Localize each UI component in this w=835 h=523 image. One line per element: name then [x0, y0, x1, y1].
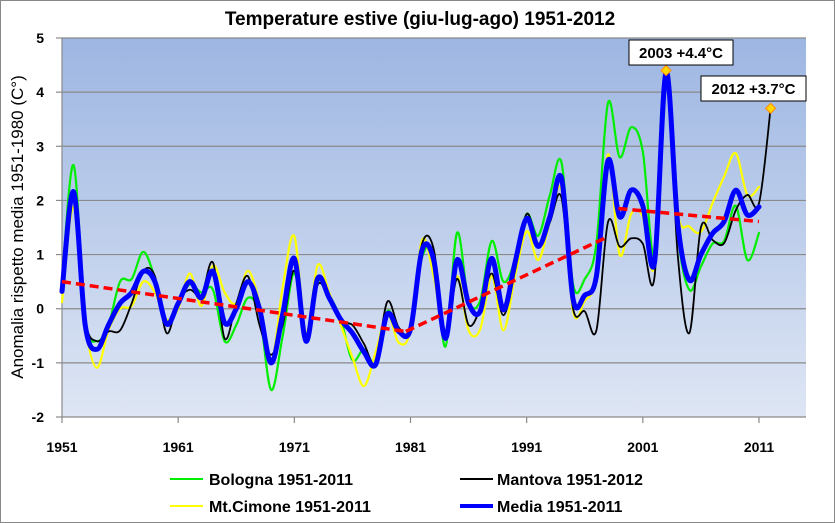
- legend-label: Mt.Cimone 1951-2011: [209, 499, 371, 516]
- series-line-media-1951-2011: [59, 69, 762, 369]
- y-tick-label: 1: [36, 247, 44, 263]
- annotations: 2003 +4.4°C 2012 +3.7°C: [628, 39, 807, 115]
- x-tick-label: 1971: [279, 439, 310, 455]
- y-tick-label: -2: [32, 409, 45, 425]
- x-tick-label: 1951: [46, 439, 77, 455]
- trend-line-trend-1951-1980: [61, 279, 407, 334]
- annotation-box: [700, 75, 807, 102]
- legend: Bologna 1951-2011 Mantova 1951-2012 Mt.Cim…: [170, 472, 643, 516]
- legend-label: Mantova 1951-2012: [497, 472, 643, 489]
- x-tick-label: 2011: [744, 439, 775, 455]
- y-axis-title: Anomalia rispetto media 1951-1980 (C°): [8, 75, 27, 379]
- annotation-box: [628, 39, 734, 66]
- plot-area: [62, 38, 806, 417]
- annotation-label: 2003 +4.4°C: [639, 45, 723, 62]
- trend-layer: [61, 206, 760, 334]
- y-axis-ticks: -2 -1 0 1 2 3 4 5: [32, 30, 62, 425]
- chart-title: Temperature estive (giu-lug-ago) 1951-20…: [225, 9, 615, 30]
- y-tick-label: 0: [36, 301, 44, 317]
- legend-label: Bologna 1951-2011: [209, 472, 353, 489]
- x-tick-label: 1981: [395, 439, 426, 455]
- y-tick-label: 4: [36, 84, 44, 100]
- annotation-marker: [660, 64, 672, 77]
- legend-item-media-1951-2011: Media 1951-2011: [460, 499, 623, 516]
- legend-label: Media 1951-2011: [497, 499, 623, 516]
- legend-item-mantova-1951-2012: Mantova 1951-2012: [460, 472, 643, 489]
- y-tick-label: 2: [36, 192, 44, 208]
- x-tick-label: 2001: [627, 439, 658, 455]
- x-tick-label: 1991: [511, 439, 542, 455]
- y-tick-label: 5: [36, 30, 44, 46]
- axes: [61, 38, 806, 418]
- trend-line-trend-1980-1998: [405, 235, 609, 334]
- legend-item-bologna-1951-2011: Bologna 1951-2011: [170, 472, 353, 489]
- annotation-marker: [764, 102, 777, 115]
- y-tick-label: 3: [36, 138, 44, 154]
- legend-item-mt-cimone-1951-2011: Mt.Cimone 1951-2011: [170, 499, 371, 516]
- x-tick-label: 1961: [163, 439, 194, 455]
- y-tick-label: -1: [32, 355, 45, 371]
- annotation-label: 2012 +3.7°C: [712, 81, 796, 98]
- series-layer: [59, 69, 772, 392]
- trend-line-trend-1999-2011: [618, 206, 760, 224]
- x-axis-ticks: 1951 1961 1971 1981 1991 2001 2011: [46, 417, 774, 455]
